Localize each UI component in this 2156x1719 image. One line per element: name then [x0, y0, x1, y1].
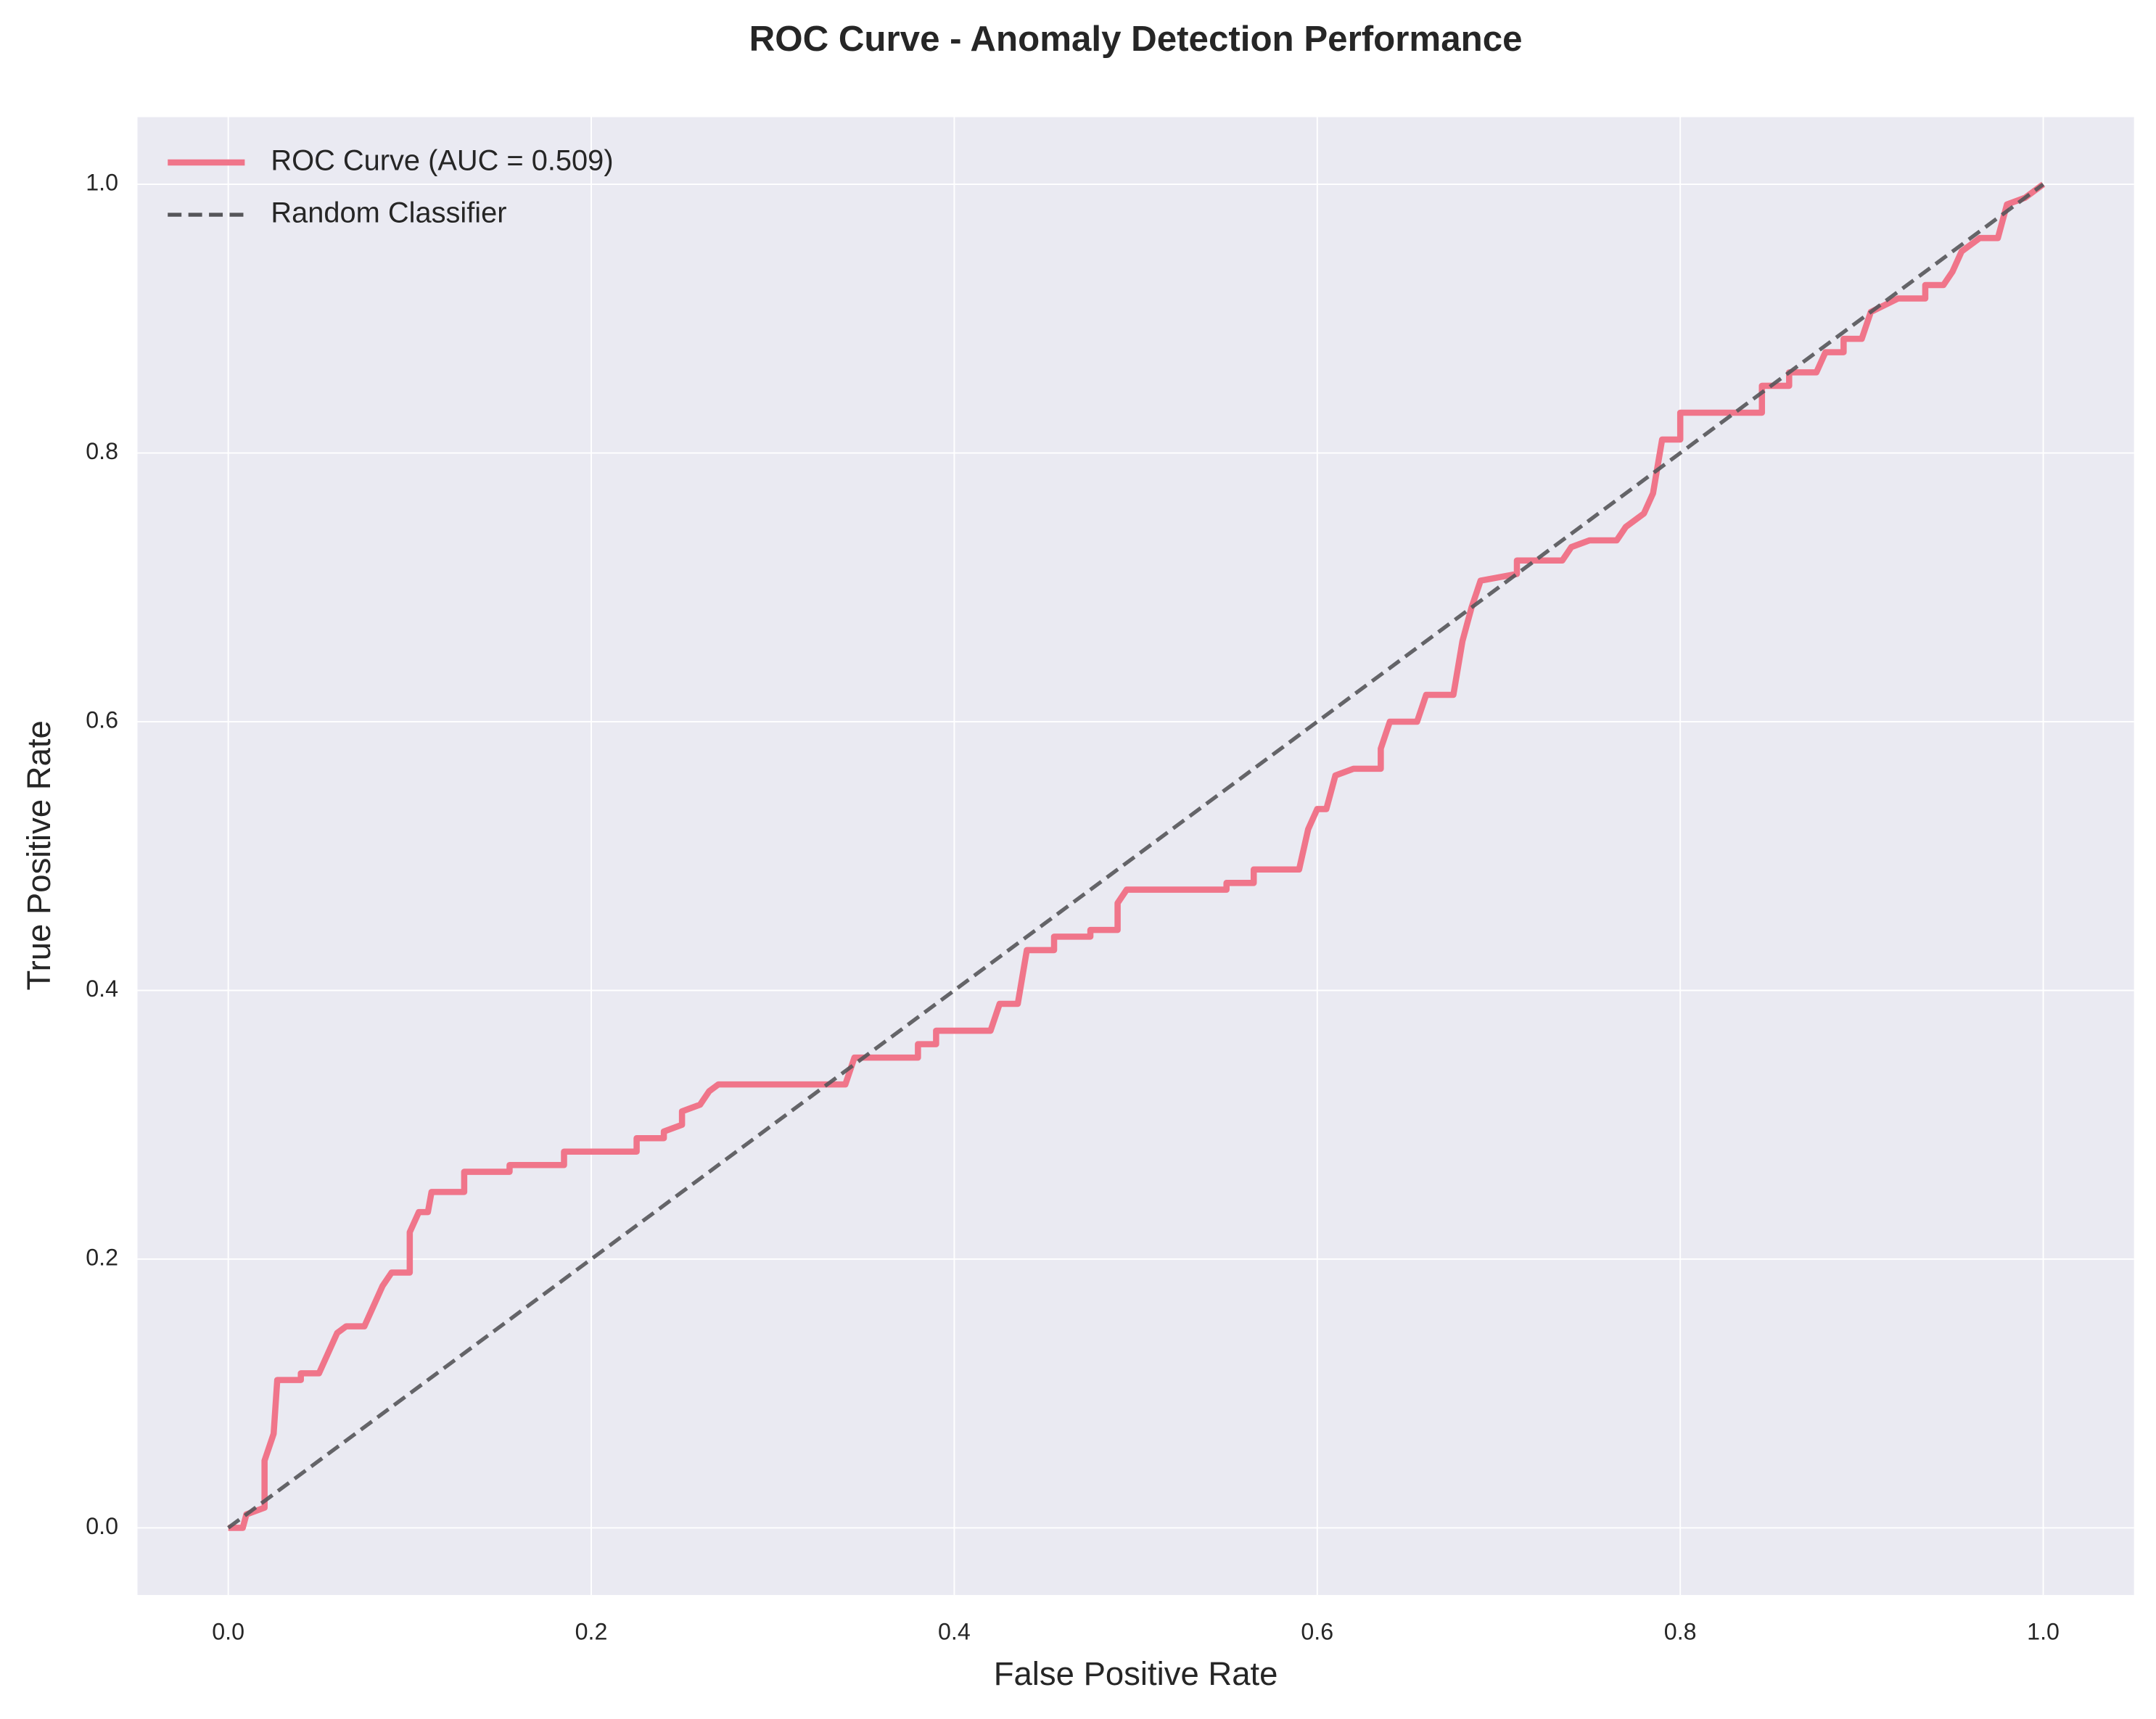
y-tick-label: 0.6	[86, 707, 118, 733]
x-tick-label: 1.0	[2027, 1619, 2060, 1645]
x-tick-label: 0.8	[1664, 1619, 1697, 1645]
x-tick-label: 0.0	[212, 1619, 244, 1645]
y-tick-label: 0.8	[86, 438, 118, 464]
y-tick-label: 0.4	[86, 976, 118, 1002]
chart-title: ROC Curve - Anomaly Detection Performanc…	[749, 19, 1523, 59]
legend: ROC Curve (AUC = 0.509) Random Classifier	[168, 145, 614, 229]
y-tick-label: 1.0	[86, 170, 118, 196]
y-axis-label: True Positive Rate	[20, 720, 57, 990]
series-line	[227, 182, 2045, 1530]
x-axis-label: False Positive Rate	[994, 1655, 1278, 1692]
x-tick-label: 0.4	[938, 1619, 971, 1645]
grid: 0.0 0.2 0.4 0.6 0.8 1.0 0.0 0.2 0.4 0.6 0.8 1.0	[86, 117, 2134, 1645]
legend-label: ROC Curve (AUC = 0.509)	[271, 145, 613, 177]
x-tick-label: 0.6	[1301, 1619, 1333, 1645]
x-tick-label: 0.2	[575, 1619, 608, 1645]
series-line	[228, 181, 2046, 1531]
y-tick-label: 0.2	[86, 1244, 118, 1270]
legend-label: Random Classifier	[271, 197, 506, 229]
y-tick-label: 0.0	[86, 1513, 118, 1539]
lines	[227, 181, 2046, 1531]
